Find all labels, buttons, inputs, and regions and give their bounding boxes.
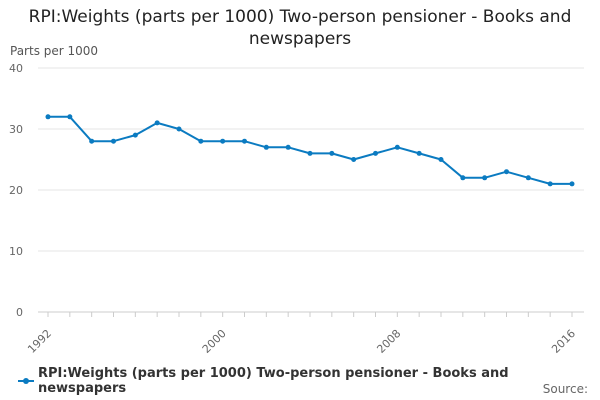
legend-label: RPI:Weights (parts per 1000) Two-person … [37,366,509,396]
chart-title: RPI:Weights (parts per 1000) Two-person … [28,7,572,49]
data-point[interactable] [111,138,116,144]
data-point[interactable] [263,144,269,150]
data-point[interactable] [373,150,378,156]
x-tick-label: 2016 [549,327,578,356]
data-point[interactable] [351,157,357,162]
data-point[interactable] [460,175,466,181]
data-point[interactable] [482,175,488,181]
data-point[interactable] [132,132,138,138]
data-point[interactable] [547,181,553,187]
data-point[interactable] [329,150,335,156]
y-tick-label: 30 [9,123,23,136]
x-tick-label: 1992 [25,327,54,356]
data-point[interactable] [67,114,73,120]
data-point[interactable] [45,114,51,120]
legend[interactable]: RPI:Weights (parts per 1000) Two-person … [18,366,600,396]
y-tick-label: 20 [9,184,23,197]
data-point[interactable] [176,126,182,132]
data-point[interactable] [569,181,575,187]
data-point[interactable] [220,138,226,144]
y-tick-label: 10 [9,245,23,258]
data-point[interactable] [307,150,313,156]
data-point[interactable] [438,157,444,162]
data-point[interactable] [504,169,509,175]
x-tick-label: 2000 [200,327,229,356]
x-tick-label: 2008 [374,327,403,356]
legend-swatch [18,376,34,386]
series-line [48,115,572,185]
data-point[interactable] [154,120,160,126]
data-point[interactable] [198,138,204,144]
data-point[interactable] [242,138,247,144]
data-point[interactable] [525,175,531,181]
data-point[interactable] [89,138,95,144]
y-tick-label: 40 [9,62,23,75]
y-tick-label: 0 [16,306,23,319]
data-point[interactable] [394,144,400,150]
y-axis-label: Parts per 1000 [10,44,99,58]
data-point[interactable] [285,144,291,150]
source-label: Source: [542,382,588,396]
data-point[interactable] [416,150,422,156]
